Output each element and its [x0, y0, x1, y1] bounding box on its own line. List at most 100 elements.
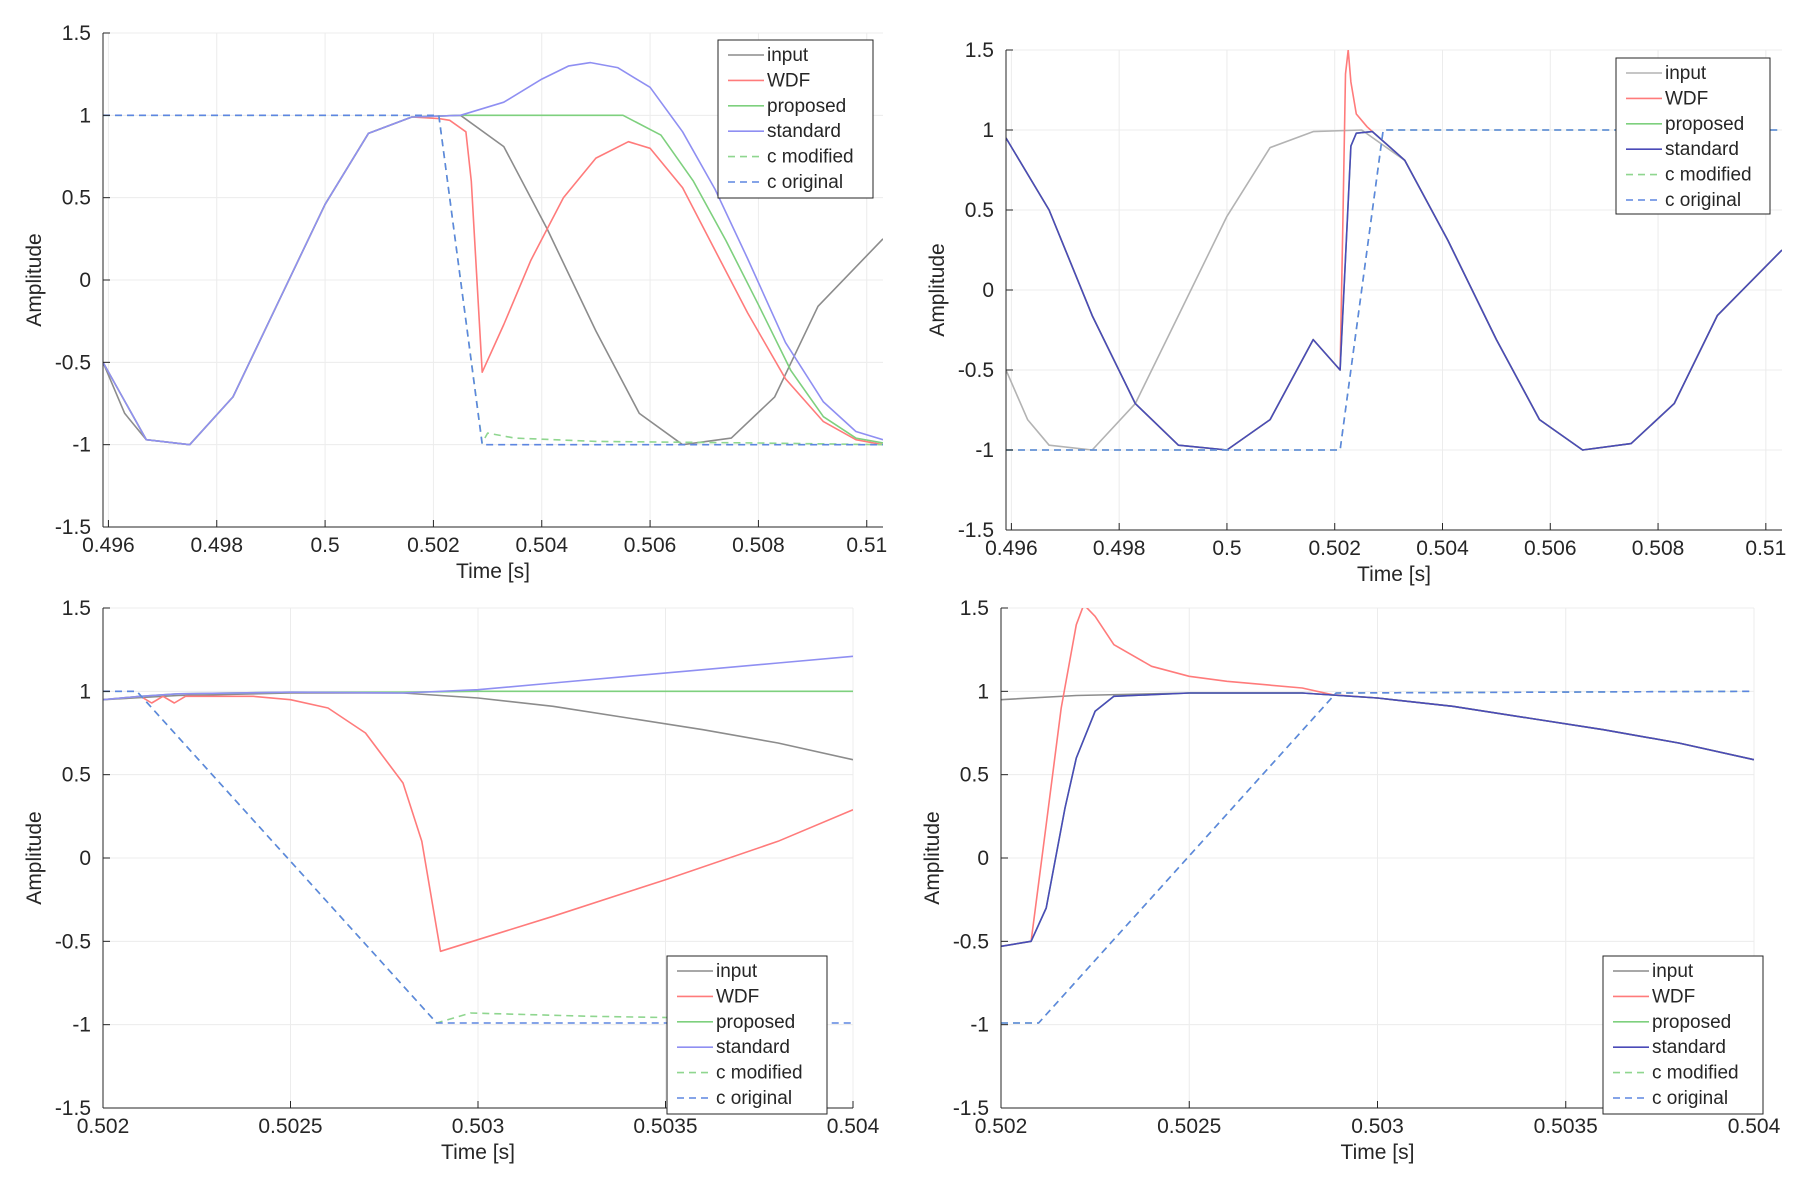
chart-1-ytick-label-2: -0.5 — [55, 351, 91, 374]
chart-1-xtick-label-4: 0.504 — [515, 534, 568, 557]
chart-3-legend: input WDF proposed standard c modified c orig… — [666, 955, 828, 1115]
chart-3-series-wdf — [103, 695, 853, 953]
chart-2-series-c-original — [1006, 129, 1782, 451]
chart-4-xtick-label-2: 0.503 — [1351, 1115, 1404, 1138]
chart-4-xlabel: Time [s] — [1341, 1141, 1415, 1164]
chart-3-legend-label-5: c original — [716, 1088, 792, 1109]
chart-4-legend: input WDF proposed standard c modified c orig… — [1602, 955, 1764, 1115]
chart-3-xtick-label-0: 0.502 — [77, 1115, 130, 1138]
chart-4-xtick-label-4: 0.504 — [1728, 1115, 1781, 1138]
chart-bottom-right: 0.502 0.5025 0.503 0.5035 0.504 -1.5 -1 -0.5 0 0.… — [921, 597, 1781, 1164]
chart-1-series-standard — [103, 61, 883, 446]
chart-1-legend-label-2: proposed — [767, 96, 846, 117]
chart-4-legend-label-3: standard — [1652, 1037, 1726, 1058]
chart-1-ylabel: Amplitude — [23, 233, 46, 326]
chart-3-ytick-label-6: 1.5 — [62, 597, 91, 620]
chart-3-xtick-label-1: 0.5025 — [258, 1115, 322, 1138]
chart-2-xlabel: Time [s] — [1357, 563, 1431, 586]
chart-1-xtick-label-1: 0.498 — [190, 534, 243, 557]
chart-2-xtick-label-3: 0.502 — [1308, 537, 1361, 560]
chart-2-series-standard — [1006, 130, 1782, 451]
chart-2-ytick-label-2: -0.5 — [958, 359, 994, 382]
chart-4-xtick-label-1: 0.5025 — [1157, 1115, 1221, 1138]
chart-4-ytick-label-3: 0 — [977, 847, 989, 870]
chart-2-xtick-label-5: 0.506 — [1524, 537, 1577, 560]
chart-2-ylabel: Amplitude — [926, 243, 949, 336]
chart-2-legend-label-5: c original — [1665, 190, 1741, 211]
chart-4-legend-label-0: input — [1652, 961, 1694, 982]
chart-1-legend-label-4: c modified — [767, 147, 854, 168]
chart-1-legend-box — [717, 39, 874, 199]
chart-4-xtick-label-0: 0.502 — [975, 1115, 1028, 1138]
chart-2-xtick-label-4: 0.504 — [1416, 537, 1469, 560]
chart-1-xtick-label-0: 0.496 — [82, 534, 135, 557]
chart-1-ytick-label-1: -1 — [72, 434, 91, 457]
chart-1-xlabel: Time [s] — [456, 560, 530, 583]
chart-1-legend-label-0: input — [767, 45, 809, 66]
chart-3-legend-label-0: input — [716, 961, 758, 982]
chart-2-legend-label-1: WDF — [1665, 88, 1708, 109]
chart-2-ytick-label-3: 0 — [982, 279, 994, 302]
chart-4-ylabel: Amplitude — [921, 811, 944, 904]
chart-3-ytick-label-4: 0.5 — [62, 764, 91, 787]
chart-3-legend-label-1: WDF — [716, 986, 759, 1007]
chart-4-ytick-label-6: 1.5 — [960, 597, 989, 620]
chart-2-xtick-label-6: 0.508 — [1632, 537, 1685, 560]
chart-4-ytick-label-0: -1.5 — [953, 1097, 989, 1120]
chart-3-ytick-label-0: -1.5 — [55, 1097, 91, 1120]
chart-1-legend-label-1: WDF — [767, 70, 810, 91]
chart-4-ytick-label-2: -0.5 — [953, 930, 989, 953]
chart-2-legend: input WDF proposed standard c modified c orig… — [1615, 57, 1771, 215]
chart-3-legend-box — [666, 955, 828, 1115]
chart-3-xtick-label-4: 0.504 — [827, 1115, 880, 1138]
chart-1-xtick-label-6: 0.508 — [732, 534, 785, 557]
chart-top-left: 0.496 0.498 0.5 0.502 0.504 0.506 0.508 0.51-1.… — [23, 22, 887, 583]
chart-3-series-c-original — [103, 690, 853, 1024]
chart-1-series-c-original — [103, 114, 883, 446]
chart-4-ytick-label-1: -1 — [970, 1014, 989, 1037]
chart-4-series-standard — [1001, 692, 1754, 948]
chart-2-ytick-label-0: -1.5 — [958, 519, 994, 542]
chart-3-xlabel: Time [s] — [441, 1141, 515, 1164]
chart-4-legend-box — [1602, 955, 1764, 1115]
chart-2-legend-label-0: input — [1665, 63, 1707, 84]
chart-1-ytick-label-5: 1 — [79, 104, 91, 127]
chart-3-ytick-label-3: 0 — [79, 847, 91, 870]
chart-2-ytick-label-6: 1.5 — [965, 39, 994, 62]
chart-2-xtick-label-2: 0.5 — [1212, 537, 1241, 560]
chart-2-xtick-label-0: 0.496 — [985, 537, 1038, 560]
chart-2-legend-label-2: proposed — [1665, 114, 1744, 135]
chart-4-ytick-label-4: 0.5 — [960, 764, 989, 787]
chart-3-series-standard — [103, 655, 853, 701]
chart-2-xtick-label-1: 0.498 — [1093, 537, 1146, 560]
chart-1-ytick-label-0: -1.5 — [55, 516, 91, 539]
chart-2-xtick-label-7: 0.51 — [1745, 537, 1786, 560]
chart-3-ytick-label-1: -1 — [72, 1014, 91, 1037]
chart-3-ytick-label-2: -0.5 — [55, 930, 91, 953]
chart-3-ytick-label-5: 1 — [79, 680, 91, 703]
chart-4-legend-label-1: WDF — [1652, 986, 1695, 1007]
chart-1-ytick-label-4: 0.5 — [62, 187, 91, 210]
chart-4-ytick-label-5: 1 — [977, 680, 989, 703]
chart-3-legend-label-2: proposed — [716, 1012, 795, 1033]
chart-1-xtick-label-2: 0.5 — [310, 534, 339, 557]
chart-2-ytick-label-1: -1 — [975, 439, 994, 462]
chart-2-legend-label-4: c modified — [1665, 165, 1752, 186]
chart-3-legend-label-4: c modified — [716, 1063, 803, 1084]
chart-4-legend-label-4: c modified — [1652, 1063, 1739, 1084]
chart-3-legend-label-3: standard — [716, 1037, 790, 1058]
chart-2-ytick-label-5: 1 — [982, 119, 994, 142]
chart-3-xtick-label-2: 0.503 — [452, 1115, 505, 1138]
chart-2-ytick-label-4: 0.5 — [965, 199, 994, 222]
chart-3-xtick-label-3: 0.5035 — [633, 1115, 697, 1138]
chart-2-legend-box — [1615, 57, 1771, 215]
chart-1-ytick-label-3: 0 — [79, 269, 91, 292]
chart-4-legend-label-2: proposed — [1652, 1012, 1731, 1033]
chart-4-xtick-label-3: 0.5035 — [1534, 1115, 1598, 1138]
chart-1-ytick-label-6: 1.5 — [62, 22, 91, 45]
chart-1-legend-label-5: c original — [767, 172, 843, 193]
chart-bottom-left: 0.502 0.5025 0.503 0.5035 0.504 -1.5 -1 -0.5 0 0.… — [23, 597, 880, 1164]
chart-4-series-c-original — [1001, 690, 1754, 1024]
chart-2-legend-label-3: standard — [1665, 139, 1739, 160]
chart-1-xtick-label-7: 0.51 — [846, 534, 887, 557]
